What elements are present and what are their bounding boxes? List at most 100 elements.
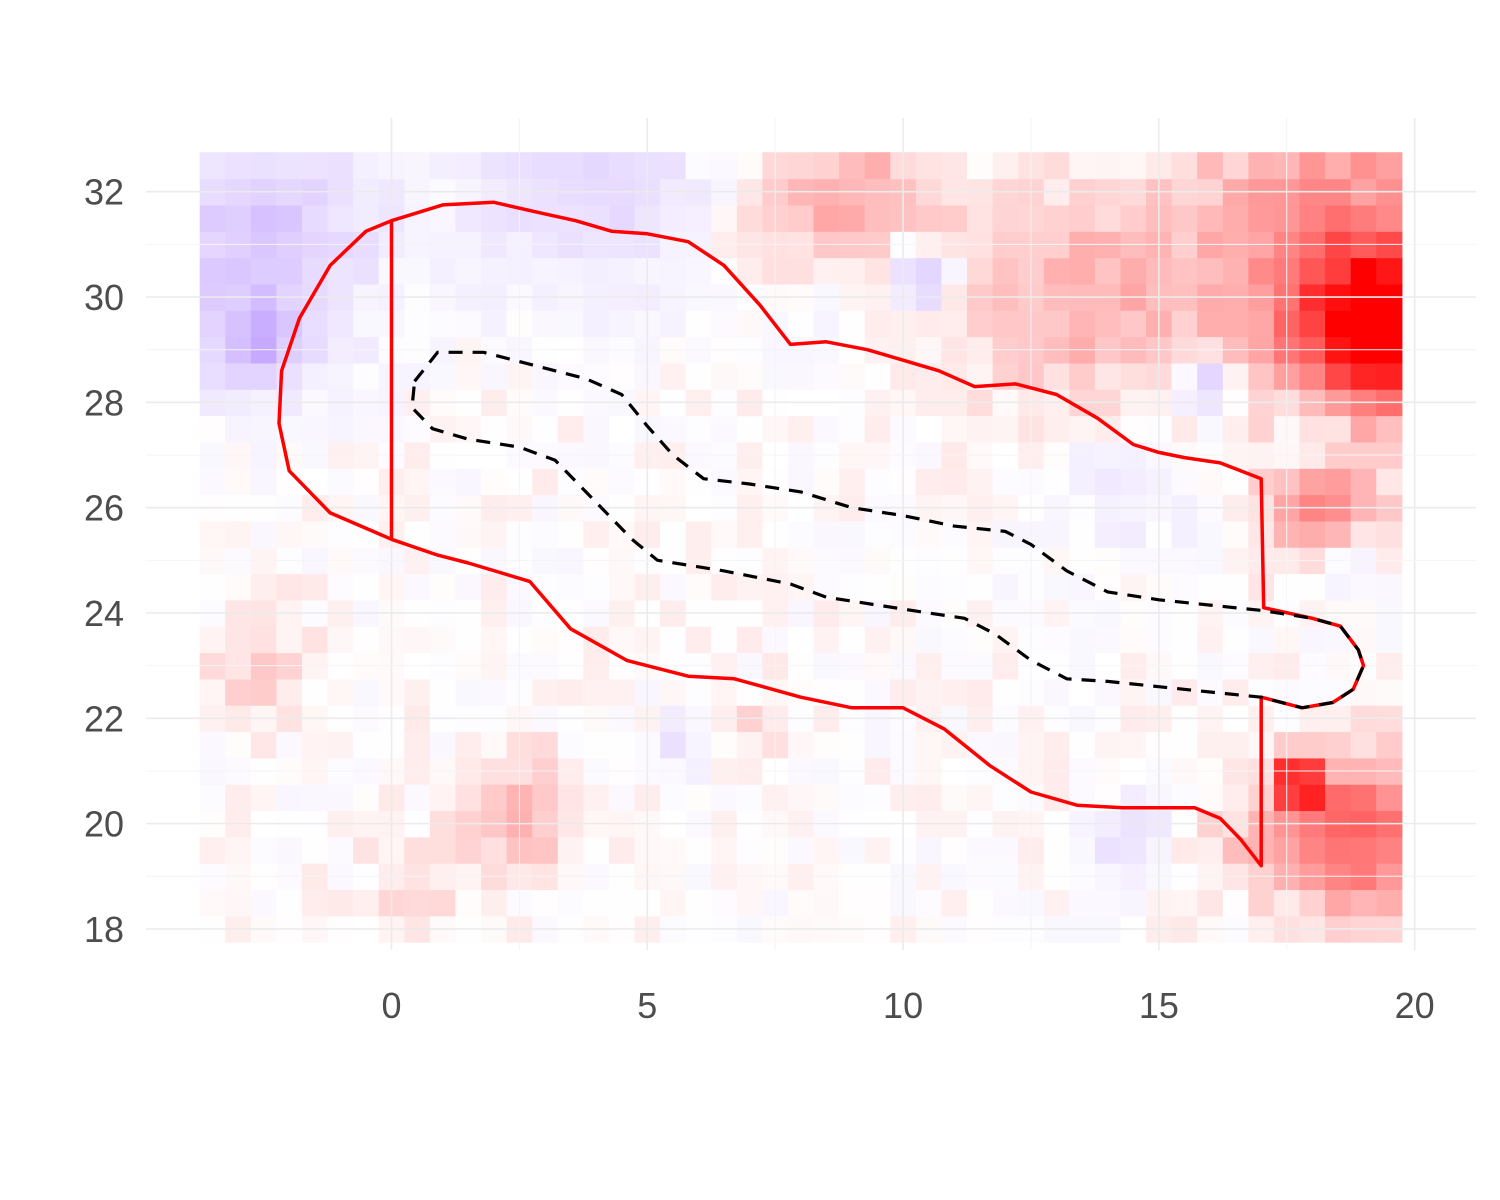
heatmap-cell [608, 836, 636, 864]
heatmap-cell [915, 889, 943, 917]
heatmap-cell [1376, 362, 1403, 390]
heatmap-cell [1120, 204, 1147, 232]
heatmap-cell [813, 731, 840, 759]
heatmap-cell [608, 415, 636, 443]
heatmap-cell [404, 520, 431, 548]
heatmap-cell [481, 573, 508, 601]
heatmap-cell [481, 415, 508, 443]
heatmap-cell [481, 784, 508, 812]
heatmap-cell [302, 468, 329, 496]
heatmap-cell [1299, 520, 1326, 548]
heatmap-cell [404, 731, 431, 759]
y-tick-label: 20 [84, 804, 124, 845]
heatmap-cell [967, 889, 994, 917]
heatmap-cell [711, 152, 738, 180]
heatmap-cell [992, 836, 1019, 864]
heatmap-cell [915, 415, 943, 443]
heatmap-cell [967, 731, 994, 759]
heatmap-cell [532, 889, 559, 917]
heatmap-cell [302, 152, 329, 180]
heatmap-cell [685, 520, 712, 548]
heatmap-cell [608, 678, 636, 706]
heatmap-cell [532, 520, 559, 548]
heatmap-cell [1043, 836, 1070, 864]
heatmap-cell [839, 468, 866, 496]
heatmap-cell [1171, 152, 1198, 180]
heatmap-cell [1171, 836, 1198, 864]
heatmap-cell [711, 362, 738, 390]
heatmap-cell [532, 784, 559, 812]
heatmap-cell [532, 310, 559, 338]
heatmap-cell [353, 573, 380, 601]
heatmap-cell [1043, 415, 1070, 443]
heatmap-cell [787, 836, 815, 864]
heatmap-cell [711, 310, 738, 338]
heatmap-cell [429, 784, 457, 812]
heatmap-cell [711, 520, 738, 548]
heatmap-cell [1094, 468, 1122, 496]
heatmap-cell [1120, 626, 1147, 654]
heatmap-cell [1043, 731, 1070, 759]
y-tick-label: 30 [84, 277, 124, 318]
heatmap-cell [864, 257, 891, 285]
heatmap-cell [1094, 310, 1122, 338]
heatmap-cell [608, 152, 636, 180]
heatmap-cell [660, 836, 687, 864]
heatmap-cell [455, 573, 482, 601]
heatmap-cell [864, 520, 891, 548]
heatmap-cell [1069, 204, 1096, 232]
heatmap-cell [608, 731, 636, 759]
heatmap-cell [1120, 731, 1147, 759]
heatmap-cell [199, 310, 226, 338]
heatmap-cell [455, 678, 482, 706]
heatmap-cell [864, 731, 891, 759]
heatmap-cell [660, 626, 687, 654]
heatmap-cell [353, 257, 380, 285]
heatmap-cell [1222, 784, 1249, 812]
heatmap-cell [685, 310, 712, 338]
heatmap-cell [1222, 310, 1249, 338]
heatmap-cell [1299, 784, 1326, 812]
heatmap-cell [225, 152, 252, 180]
heatmap-cell [1299, 152, 1326, 180]
heatmap-cell [455, 257, 482, 285]
heatmap-cell [1171, 362, 1198, 390]
heatmap-cell [1299, 731, 1326, 759]
heatmap-cell [557, 731, 584, 759]
heatmap-cell [711, 573, 738, 601]
heatmap-cell [915, 731, 943, 759]
heatmap-cell [736, 520, 764, 548]
heatmap-cell [199, 520, 226, 548]
heatmap-cell [1197, 204, 1224, 232]
heatmap-cell [557, 836, 584, 864]
heatmap-cell [583, 889, 610, 917]
heatmap-cell [685, 626, 712, 654]
heatmap-cell [250, 678, 278, 706]
heatmap-cell [1299, 573, 1326, 601]
heatmap-cell [660, 573, 687, 601]
heatmap-cell [1171, 415, 1198, 443]
heatmap-cell [967, 257, 994, 285]
heatmap-cell [353, 678, 380, 706]
heatmap-cell [429, 152, 457, 180]
heatmap-cell [1069, 468, 1096, 496]
heatmap-cell [455, 152, 482, 180]
heatmap-cell [532, 257, 559, 285]
heatmap-cell [941, 152, 968, 180]
x-tick-label: 15 [1139, 985, 1179, 1026]
heatmap-cell [1069, 626, 1096, 654]
heatmap-cell [1094, 573, 1122, 601]
heatmap-cell [327, 415, 354, 443]
heatmap-cell [1069, 573, 1096, 601]
heatmap-cell [1248, 257, 1275, 285]
heatmap-cell [1094, 731, 1122, 759]
heatmap-cell [813, 836, 840, 864]
heatmap-cell [404, 152, 431, 180]
heatmap-cell [941, 784, 968, 812]
heatmap-cell [941, 836, 968, 864]
heatmap-cell [532, 415, 559, 443]
heatmap-cell [1197, 889, 1224, 917]
heatmap-cell [404, 889, 431, 917]
heatmap-cell [302, 626, 329, 654]
